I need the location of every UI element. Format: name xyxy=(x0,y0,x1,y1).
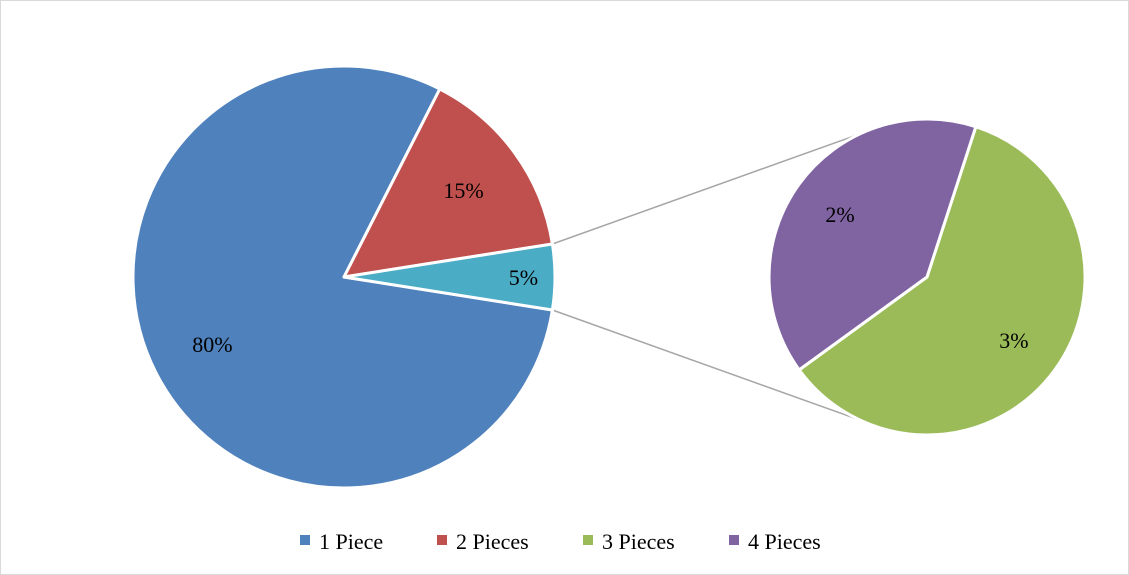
legend-swatch-1-piece xyxy=(300,535,310,545)
secondary-pie: 3% 2% xyxy=(767,117,1087,437)
legend-label-4-pieces: 4 Pieces xyxy=(748,529,821,554)
legend: 1 Piece 2 Pieces 3 Pieces 4 Pieces xyxy=(300,529,821,554)
main-pie: 80% 15% 5% xyxy=(131,64,557,490)
data-label-other: 5% xyxy=(509,265,538,290)
slice-3-pieces xyxy=(797,125,1087,437)
connector-line-bottom xyxy=(552,309,861,421)
legend-swatch-3-pieces xyxy=(583,535,593,545)
data-label-4-pieces: 2% xyxy=(825,202,854,227)
data-label-3-pieces: 3% xyxy=(999,328,1028,353)
legend-swatch-2-pieces xyxy=(437,535,447,545)
legend-label-2-pieces: 2 Pieces xyxy=(456,529,529,554)
slice-2-pieces xyxy=(342,87,554,279)
connector-line-top xyxy=(552,133,861,245)
legend-label-1-piece: 1 Piece xyxy=(319,529,383,554)
connector-lines xyxy=(552,133,861,421)
slice-4-pieces xyxy=(767,117,978,372)
legend-swatch-4-pieces xyxy=(729,535,739,545)
data-label-1-piece: 80% xyxy=(192,332,232,357)
slice-other xyxy=(342,242,557,312)
data-label-2-pieces: 15% xyxy=(443,178,483,203)
legend-label-3-pieces: 3 Pieces xyxy=(602,529,675,554)
